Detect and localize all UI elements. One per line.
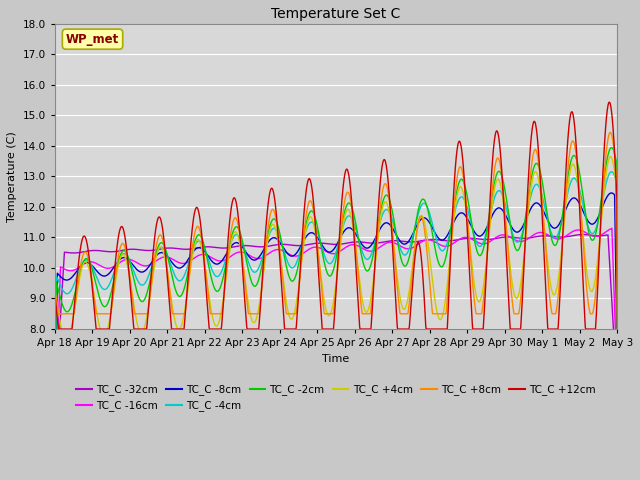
TC_C -4cm: [424, 204, 431, 210]
Text: WP_met: WP_met: [66, 33, 119, 46]
Legend: TC_C -32cm, TC_C -16cm, TC_C -8cm, TC_C -4cm, TC_C -2cm, TC_C +4cm, TC_C +8cm, T: TC_C -32cm, TC_C -16cm, TC_C -8cm, TC_C …: [72, 380, 600, 416]
TC_C +12cm: [547, 326, 554, 332]
Line: TC_C +12cm: TC_C +12cm: [54, 102, 618, 329]
TC_C -2cm: [239, 240, 246, 245]
Line: TC_C -16cm: TC_C -16cm: [54, 228, 618, 419]
TC_C -16cm: [497, 232, 505, 238]
TC_C +8cm: [176, 311, 184, 317]
TC_C -16cm: [163, 254, 170, 260]
TC_C -16cm: [176, 260, 184, 266]
TC_C -8cm: [614, 370, 621, 375]
TC_C +12cm: [614, 324, 621, 330]
TC_C -2cm: [176, 294, 184, 300]
Line: TC_C -8cm: TC_C -8cm: [54, 193, 618, 412]
TC_C -32cm: [176, 246, 184, 252]
TC_C -4cm: [497, 189, 505, 195]
TC_C -4cm: [607, 169, 615, 175]
TC_C -4cm: [547, 228, 554, 234]
TC_C -32cm: [579, 232, 586, 238]
TC_C -4cm: [176, 278, 184, 284]
TC_C +12cm: [51, 326, 58, 332]
TC_C +4cm: [51, 402, 58, 408]
TC_C -8cm: [176, 265, 184, 271]
Line: TC_C -2cm: TC_C -2cm: [54, 147, 618, 426]
Title: Temperature Set C: Temperature Set C: [271, 7, 401, 21]
TC_C -4cm: [51, 421, 58, 427]
TC_C +4cm: [614, 342, 621, 348]
TC_C -32cm: [51, 409, 58, 415]
TC_C -16cm: [547, 233, 554, 239]
TC_C -16cm: [614, 386, 621, 392]
TC_C -8cm: [424, 217, 431, 223]
TC_C +4cm: [239, 260, 246, 265]
TC_C +4cm: [176, 326, 184, 332]
TC_C -2cm: [163, 248, 170, 254]
TC_C -8cm: [497, 205, 505, 211]
TC_C -32cm: [614, 394, 621, 400]
TC_C -2cm: [614, 314, 621, 320]
TC_C -8cm: [239, 245, 246, 251]
Line: TC_C -4cm: TC_C -4cm: [54, 172, 618, 424]
TC_C -2cm: [51, 423, 58, 429]
TC_C -2cm: [607, 144, 615, 150]
TC_C +12cm: [239, 269, 246, 275]
Line: TC_C +4cm: TC_C +4cm: [54, 156, 618, 405]
TC_C -16cm: [239, 250, 246, 255]
TC_C +12cm: [497, 155, 505, 161]
TC_C +8cm: [614, 280, 621, 286]
TC_C -4cm: [239, 242, 246, 248]
TC_C +4cm: [424, 235, 431, 241]
TC_C +8cm: [424, 252, 431, 258]
TC_C +12cm: [176, 326, 184, 332]
TC_C +4cm: [497, 183, 505, 189]
TC_C +8cm: [239, 257, 246, 263]
TC_C -4cm: [614, 336, 621, 341]
TC_C -8cm: [51, 409, 58, 415]
TC_C -32cm: [163, 245, 170, 251]
TC_C -32cm: [547, 233, 554, 239]
TC_C +8cm: [607, 130, 614, 135]
Y-axis label: Temperature (C): Temperature (C): [7, 131, 17, 222]
TC_C -32cm: [424, 237, 431, 243]
TC_C -16cm: [424, 237, 431, 243]
TC_C -32cm: [497, 235, 505, 240]
TC_C +4cm: [547, 281, 554, 287]
TC_C -4cm: [163, 250, 170, 255]
TC_C -32cm: [239, 243, 246, 249]
TC_C +4cm: [607, 154, 614, 159]
TC_C +12cm: [424, 326, 431, 332]
TC_C -2cm: [497, 170, 505, 176]
TC_C -2cm: [424, 205, 431, 211]
TC_C -8cm: [547, 222, 554, 228]
Line: TC_C -32cm: TC_C -32cm: [54, 235, 618, 412]
X-axis label: Time: Time: [323, 354, 349, 364]
TC_C +12cm: [605, 99, 613, 105]
TC_C +8cm: [547, 301, 554, 307]
TC_C +8cm: [497, 166, 505, 172]
TC_C -16cm: [51, 416, 58, 422]
TC_C -8cm: [607, 190, 615, 196]
TC_C -8cm: [163, 252, 170, 258]
TC_C +4cm: [163, 262, 170, 268]
TC_C +8cm: [163, 257, 170, 263]
TC_C +12cm: [163, 259, 170, 265]
TC_C +8cm: [51, 311, 58, 317]
Line: TC_C +8cm: TC_C +8cm: [54, 132, 618, 314]
TC_C -16cm: [608, 226, 616, 231]
TC_C -2cm: [547, 231, 554, 237]
